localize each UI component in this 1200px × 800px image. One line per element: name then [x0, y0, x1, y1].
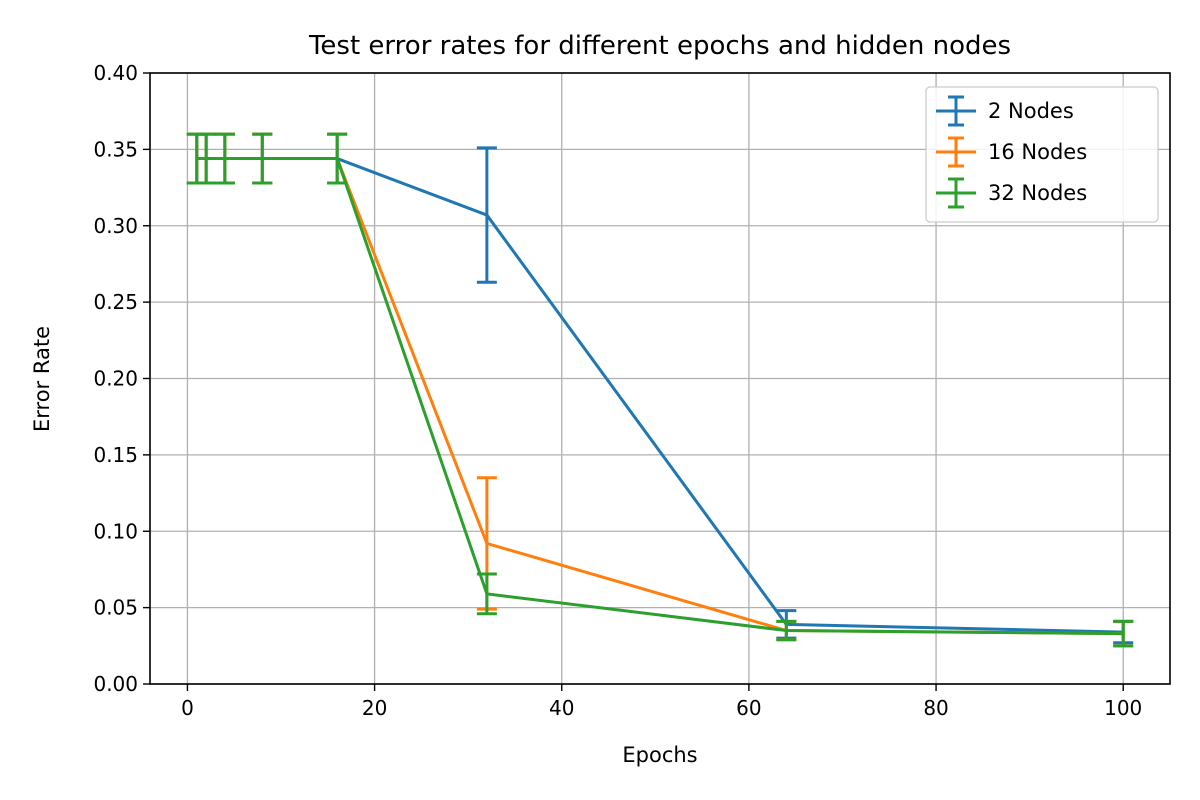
- error-bar: [252, 132, 273, 185]
- series-line: [196, 157, 1124, 636]
- x-tick-label: 0: [181, 696, 194, 720]
- legend-item: 32 Nodes: [936, 177, 1087, 209]
- x-tick-label: 60: [736, 696, 761, 720]
- y-tick-label: 0.15: [93, 443, 138, 467]
- y-tick-label: 0.25: [93, 290, 138, 314]
- error-bar: [327, 132, 348, 185]
- error-bar: [196, 132, 217, 185]
- y-tick-label: 0.10: [93, 519, 138, 543]
- x-tick-label: 100: [1104, 696, 1142, 720]
- error-bar: [776, 619, 797, 642]
- error-bar: [1113, 619, 1134, 648]
- legend-label: 2 Nodes: [988, 99, 1074, 123]
- plot-series: [186, 132, 1134, 648]
- x-tick-label: 40: [549, 696, 574, 720]
- series-3: [186, 132, 1134, 648]
- legend-item: 2 Nodes: [936, 95, 1074, 127]
- x-tick-label: 80: [923, 696, 948, 720]
- legend-label: 32 Nodes: [988, 181, 1087, 205]
- error-bar: [476, 572, 497, 616]
- y-tick-label: 0.30: [93, 214, 138, 238]
- x-axis-label: Epochs: [622, 743, 697, 767]
- legend: 2 Nodes 16 Nodes 32 Nodes: [925, 86, 1159, 223]
- error-bar: [476, 146, 497, 284]
- y-tick-label: 0.00: [93, 672, 138, 696]
- legend-item: 16 Nodes: [936, 136, 1087, 168]
- chart-title: Test error rates for different epochs an…: [308, 31, 1011, 61]
- y-tick-label: 0.40: [93, 61, 138, 85]
- x-tick-label: 20: [362, 696, 387, 720]
- y-tick-label: 0.35: [93, 137, 138, 161]
- error-bar: [214, 132, 235, 185]
- y-tick-label: 0.05: [93, 596, 138, 620]
- legend-label: 16 Nodes: [988, 140, 1087, 164]
- legend-box: [925, 86, 1159, 223]
- y-axis-label: Error Rate: [30, 326, 54, 432]
- axis-ticks: 0 20 40 60 80 100 0.00 0.05 0.10 0.15 0.20 0.25 0.30…: [93, 61, 1142, 720]
- y-tick-label: 0.20: [93, 367, 138, 391]
